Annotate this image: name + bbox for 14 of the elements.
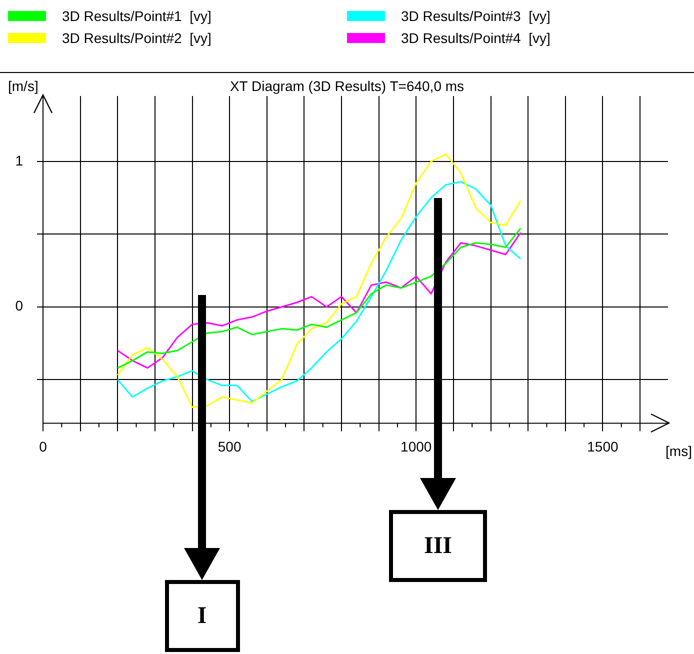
x-tick-label: 1500 xyxy=(587,438,618,454)
chart-title: XT Diagram (3D Results) T=640,0 ms xyxy=(230,78,464,94)
x-tick-label: 500 xyxy=(218,438,242,454)
text: I xyxy=(164,580,240,652)
legend-label: 3D Results/Point#1 [vy] xyxy=(62,8,212,24)
legend-label: 3D Results/Point#4 [vy] xyxy=(401,30,550,46)
text: III xyxy=(389,510,487,582)
y-tick-label: 1 xyxy=(15,152,24,168)
legend-label: 3D Results/Point#3 [vy] xyxy=(401,8,550,24)
y-axis-title: [m/s] xyxy=(8,78,38,94)
x-tick-label: 0 xyxy=(39,438,48,454)
x-axis-title: [ms] xyxy=(666,443,692,460)
x-tick-label: 1000 xyxy=(400,438,432,454)
legend-label: 3D Results/Point#2 [vy] xyxy=(62,30,212,46)
